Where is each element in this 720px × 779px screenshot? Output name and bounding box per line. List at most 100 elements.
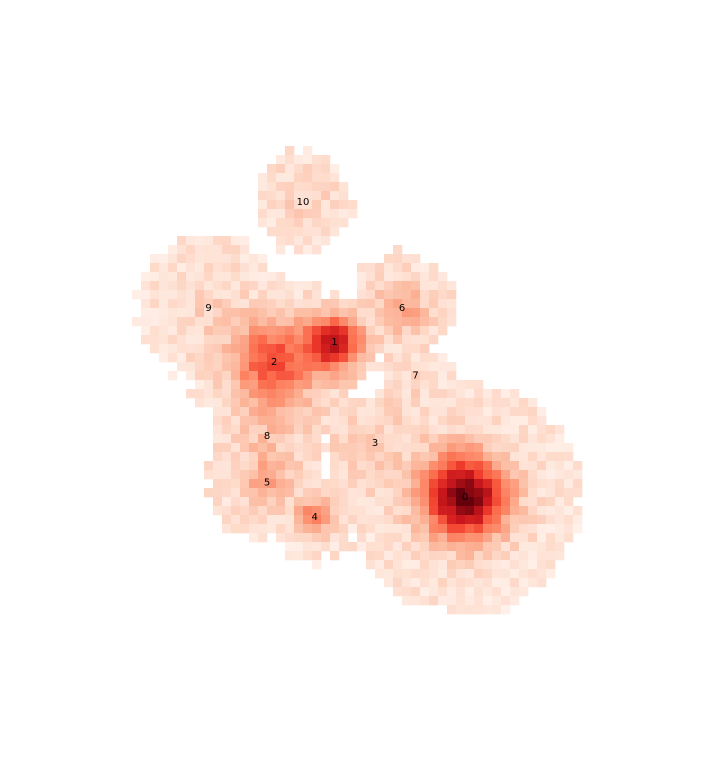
heatmap-cell bbox=[285, 389, 295, 399]
heatmap-cell bbox=[366, 416, 376, 426]
heatmap-cell bbox=[456, 551, 466, 561]
heatmap-cell bbox=[213, 299, 223, 309]
heatmap-cell bbox=[447, 506, 457, 516]
heatmap-cell bbox=[393, 569, 403, 579]
heatmap-cell bbox=[546, 542, 556, 552]
heatmap-cell bbox=[222, 443, 232, 453]
heatmap-cell bbox=[447, 425, 457, 435]
heatmap-cell bbox=[303, 362, 313, 372]
heatmap-cell bbox=[303, 524, 313, 534]
heatmap-cell bbox=[249, 524, 259, 534]
cluster-label-8: 8 bbox=[264, 431, 270, 442]
heatmap-cell bbox=[483, 533, 493, 543]
heatmap-cell bbox=[528, 524, 538, 534]
heatmap-cell bbox=[573, 479, 583, 489]
heatmap-cell bbox=[555, 461, 565, 471]
heatmap-cell bbox=[375, 461, 385, 471]
heatmap-cell bbox=[276, 443, 286, 453]
heatmap-cell bbox=[348, 470, 358, 480]
heatmap-cell bbox=[330, 452, 340, 462]
heatmap-cell bbox=[276, 380, 286, 390]
heatmap-cell bbox=[357, 479, 367, 489]
heatmap-cell bbox=[537, 497, 547, 507]
heatmap-cell bbox=[465, 560, 475, 570]
heatmap-cell bbox=[429, 317, 439, 327]
heatmap-cell bbox=[213, 470, 223, 480]
heatmap-cell bbox=[330, 299, 340, 309]
heatmap-cell bbox=[231, 425, 241, 435]
heatmap-cell bbox=[249, 308, 259, 318]
heatmap-cell bbox=[258, 515, 268, 525]
heatmap-cell bbox=[420, 389, 430, 399]
heatmap-cell bbox=[312, 353, 322, 363]
heatmap-cell bbox=[222, 515, 232, 525]
heatmap-cell bbox=[258, 497, 268, 507]
heatmap-cell bbox=[465, 533, 475, 543]
heatmap-cell bbox=[429, 380, 439, 390]
heatmap-cell bbox=[294, 218, 304, 228]
heatmap-cell bbox=[258, 173, 268, 183]
heatmap-cell bbox=[366, 515, 376, 525]
heatmap-cell bbox=[258, 407, 268, 417]
heatmap-cell bbox=[465, 470, 475, 480]
heatmap-cell bbox=[177, 254, 187, 264]
heatmap-cell bbox=[285, 371, 295, 381]
heatmap-cell bbox=[321, 164, 331, 174]
heatmap-cell bbox=[519, 461, 529, 471]
heatmap-cell bbox=[348, 326, 358, 336]
cluster-label-0: 0 bbox=[462, 492, 468, 503]
heatmap-cell bbox=[267, 425, 277, 435]
heatmap-cell bbox=[510, 488, 520, 498]
heatmap-cell bbox=[564, 488, 574, 498]
heatmap-cell bbox=[357, 506, 367, 516]
heatmap-cell bbox=[537, 434, 547, 444]
heatmap-cell bbox=[339, 299, 349, 309]
heatmap-cell bbox=[492, 497, 502, 507]
heatmap-cell bbox=[177, 326, 187, 336]
heatmap-cell bbox=[357, 425, 367, 435]
heatmap-cell bbox=[510, 560, 520, 570]
heatmap-cell bbox=[438, 551, 448, 561]
heatmap-cell bbox=[402, 353, 412, 363]
heatmap-cell bbox=[294, 479, 304, 489]
heatmap-cell bbox=[348, 209, 358, 219]
heatmap-cell bbox=[438, 299, 448, 309]
heatmap-cell bbox=[357, 497, 367, 507]
heatmap-cell bbox=[339, 362, 349, 372]
heatmap-cell bbox=[483, 479, 493, 489]
heatmap-cell bbox=[456, 434, 466, 444]
heatmap-cell bbox=[258, 191, 268, 201]
heatmap-cell bbox=[384, 578, 394, 588]
heatmap-cell bbox=[447, 596, 457, 606]
heatmap-cell bbox=[177, 317, 187, 327]
heatmap-cell bbox=[330, 389, 340, 399]
heatmap-cell bbox=[276, 317, 286, 327]
heatmap-cell bbox=[240, 326, 250, 336]
heatmap-cell bbox=[231, 479, 241, 489]
heatmap-cell bbox=[555, 434, 565, 444]
heatmap-cell bbox=[267, 380, 277, 390]
heatmap-cell bbox=[294, 452, 304, 462]
heatmap-cell bbox=[186, 299, 196, 309]
heatmap-cell bbox=[429, 326, 439, 336]
heatmap-cell bbox=[330, 209, 340, 219]
heatmap-cell bbox=[195, 362, 205, 372]
heatmap-cell bbox=[519, 452, 529, 462]
heatmap-cell bbox=[438, 326, 448, 336]
heatmap-cell bbox=[276, 362, 286, 372]
heatmap-cell bbox=[258, 371, 268, 381]
heatmap-cell bbox=[555, 533, 565, 543]
heatmap-cell bbox=[231, 461, 241, 471]
heatmap-cell bbox=[528, 497, 538, 507]
heatmap-cell bbox=[285, 173, 295, 183]
heatmap-cell bbox=[555, 524, 565, 534]
heatmap-cell bbox=[492, 452, 502, 462]
heatmap-cell bbox=[357, 353, 367, 363]
heatmap-cell bbox=[546, 524, 556, 534]
heatmap-cell bbox=[438, 317, 448, 327]
heatmap-cell bbox=[258, 533, 268, 543]
heatmap-cell bbox=[375, 443, 385, 453]
heatmap-cell bbox=[177, 362, 187, 372]
heatmap-cell bbox=[375, 272, 385, 282]
heatmap-cell bbox=[267, 470, 277, 480]
